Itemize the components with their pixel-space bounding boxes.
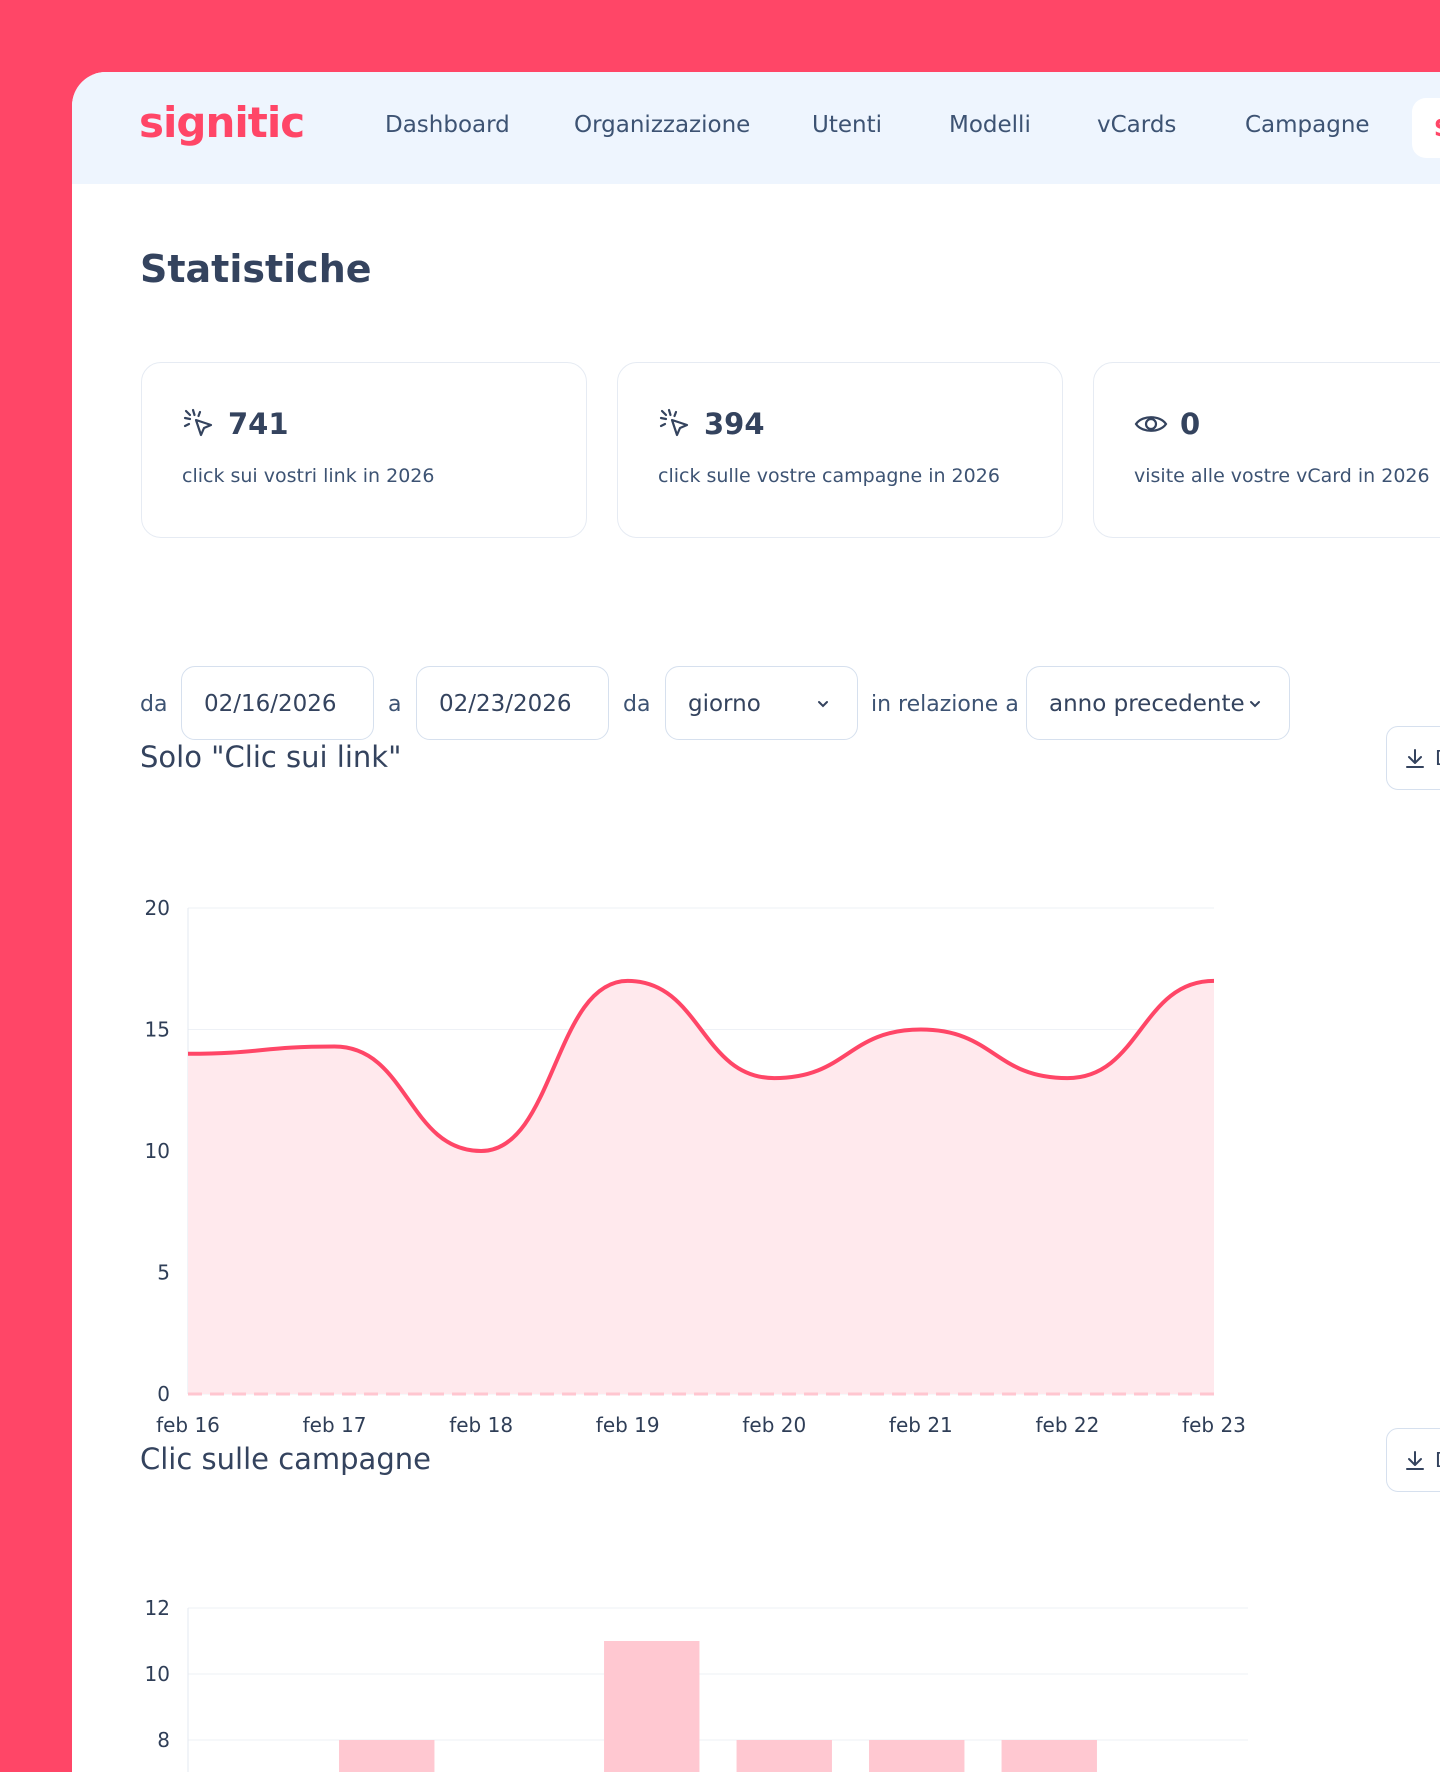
- stat-card-link-clicks: 741 click sui vostri link in 2026: [141, 362, 587, 538]
- campaign-clicks-bar-chart: 681012: [145, 1596, 1248, 1772]
- y-tick-label: 8: [157, 1728, 170, 1752]
- stat-label: click sulle vostre campagne in 2026: [658, 465, 1000, 487]
- bar: [869, 1740, 965, 1772]
- download-label: D: [1435, 746, 1440, 770]
- y-tick-label: 12: [145, 1596, 170, 1620]
- page-title: Statistiche: [140, 247, 372, 291]
- stat-value: 394: [704, 407, 765, 441]
- compare-label: in relazione a: [871, 692, 1019, 717]
- comparison-select[interactable]: anno precedente: [1026, 666, 1290, 740]
- nav-vcards[interactable]: vCards: [1097, 112, 1177, 138]
- link-clicks-area-chart: 0 5 10 15 20 feb 16 feb 17 feb 18 feb 19 feb 20 fe…: [145, 896, 1246, 1437]
- stat-label: click sui vostri link in 2026: [182, 465, 435, 487]
- bar: [736, 1740, 832, 1772]
- stat-value: 741: [228, 407, 289, 441]
- chevron-down-icon: [818, 701, 828, 708]
- end-date-input[interactable]: 02/23/2026: [416, 666, 609, 740]
- x-tick-label: feb 23: [1182, 1413, 1246, 1437]
- eye-icon: [1134, 416, 1168, 432]
- download-link-clicks-button[interactable]: D: [1386, 726, 1440, 790]
- nav-organizzazione[interactable]: Organizzazione: [574, 112, 751, 138]
- x-tick-label: feb 18: [449, 1413, 513, 1437]
- stat-card-vcard-visits: 0 visite alle vostre vCard in 2026: [1093, 362, 1440, 538]
- stat-value: 0: [1180, 407, 1201, 441]
- y-tick-label: 5: [157, 1261, 170, 1285]
- nav-statistiche-label: S: [1434, 116, 1440, 142]
- x-tick-label: feb 20: [742, 1413, 806, 1437]
- x-tick-label: feb 22: [1035, 1413, 1099, 1437]
- granularity-label: da: [623, 692, 651, 717]
- chevron-down-icon: [1250, 701, 1260, 708]
- cursor-click-icon: [659, 408, 689, 437]
- y-tick-label: 0: [157, 1382, 170, 1406]
- y-tick-label: 10: [145, 1662, 170, 1686]
- x-tick-label: feb 17: [303, 1413, 367, 1437]
- bar: [604, 1641, 700, 1772]
- to-label: a: [388, 692, 402, 717]
- y-tick-label: 15: [145, 1018, 170, 1042]
- y-tick-label: 20: [145, 896, 170, 920]
- nav-statistiche-active[interactable]: S: [1412, 98, 1440, 158]
- x-tick-label: feb 16: [156, 1413, 220, 1437]
- nav-dashboard[interactable]: Dashboard: [385, 112, 510, 138]
- bar: [1001, 1740, 1097, 1772]
- x-tick-label: feb 21: [889, 1413, 953, 1437]
- app-window: signitic Dashboard Organizzazione Utenti…: [72, 72, 1440, 1772]
- bar: [339, 1740, 435, 1772]
- signitic-logo[interactable]: signitic: [139, 98, 305, 147]
- y-tick-label: 10: [145, 1139, 170, 1163]
- x-tick-label: feb 19: [596, 1413, 660, 1437]
- cursor-click-icon: [183, 408, 213, 437]
- campaign-clicks-section-title: Clic sulle campagne: [140, 1442, 431, 1476]
- nav-utenti[interactable]: Utenti: [812, 112, 882, 138]
- granularity-select[interactable]: giorno: [665, 666, 858, 740]
- download-icon: [1406, 1451, 1424, 1470]
- granularity-value: giorno: [688, 691, 761, 717]
- start-date-input[interactable]: 02/16/2026: [181, 666, 374, 740]
- nav-modelli[interactable]: Modelli: [949, 112, 1031, 138]
- link-clicks-section-title: Solo "Clic sui link": [140, 740, 402, 774]
- series-area-fill: [188, 980, 1214, 1394]
- top-navigation: signitic Dashboard Organizzazione Utenti…: [72, 72, 1440, 184]
- stat-card-campaign-clicks: 394 click sulle vostre campagne in 2026: [617, 362, 1063, 538]
- stat-label: visite alle vostre vCard in 2026: [1134, 465, 1430, 487]
- nav-campagne[interactable]: Campagne: [1245, 112, 1370, 138]
- download-icon: [1406, 749, 1424, 768]
- comparison-value: anno precedente: [1049, 691, 1245, 717]
- download-label: D: [1435, 1448, 1440, 1472]
- series-line: [187, 978, 1215, 1154]
- from-label: da: [140, 692, 168, 717]
- download-campaign-clicks-button[interactable]: D: [1386, 1428, 1440, 1492]
